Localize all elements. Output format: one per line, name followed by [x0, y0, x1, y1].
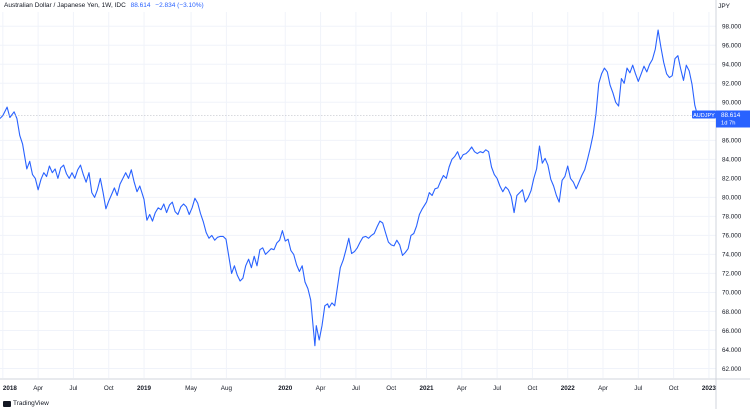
x-tick-label: Apr: [598, 385, 608, 392]
x-tick-label: Oct: [528, 385, 538, 392]
x-tick-label: Apr: [457, 385, 467, 392]
symbol-tag: [692, 110, 716, 119]
last-price: 88.614: [130, 2, 151, 9]
price-change: −2.834 (−3.10%): [155, 2, 204, 9]
y-tick-label: 82.000: [722, 176, 742, 183]
price-tag-countdown: 1d 7h: [721, 120, 736, 126]
y-tick-label: 68.000: [722, 309, 742, 316]
brand-label: TradingView: [13, 400, 49, 407]
x-tick-label: Apr: [316, 385, 326, 392]
y-tick-label: 78.000: [722, 214, 742, 221]
price-tag-value: 88.614: [721, 112, 741, 119]
y-tick-label: 86.000: [722, 138, 742, 145]
x-tick-label: 2022: [561, 385, 576, 392]
y-tick-label: 66.000: [722, 328, 742, 335]
y-tick-label: 70.000: [722, 290, 742, 297]
x-tick-label: Oct: [104, 385, 114, 392]
x-tick-label: 2019: [137, 385, 152, 392]
y-tick-label: 74.000: [722, 252, 742, 259]
x-tick-label: 2021: [419, 385, 434, 392]
x-tick-label: Jul: [69, 385, 77, 392]
y-tick-label: 94.000: [722, 62, 742, 69]
y-tick-label: 90.000: [722, 100, 742, 107]
tradingview-logo-icon: [3, 400, 11, 407]
x-tick-label: Aug: [221, 385, 233, 392]
x-tick-label: Oct: [386, 385, 396, 392]
x-tick-label: 2018: [3, 385, 18, 392]
y-tick-label: 92.000: [722, 81, 742, 88]
x-tick-label: 2023: [702, 385, 717, 392]
y-tick-label: 80.000: [722, 195, 742, 202]
y-tick-label: 62.000: [722, 366, 742, 373]
y-tick-label: 84.000: [722, 157, 742, 164]
tradingview-brand[interactable]: TradingView: [3, 400, 49, 407]
x-tick-label: 2020: [278, 385, 293, 392]
symbol-tag-label: AUDJPY: [693, 113, 715, 119]
price-tag: [716, 110, 750, 128]
y-tick-label: 98.000: [722, 24, 742, 31]
chart-header: Australian Dollar / Japanese Yen, 1W, ID…: [4, 2, 204, 9]
y-tick-label: 96.000: [722, 43, 742, 50]
x-tick-label: Oct: [669, 385, 679, 392]
x-tick-label: May: [185, 385, 198, 392]
x-tick-label: Jul: [634, 385, 642, 392]
y-tick-label: 72.000: [722, 271, 742, 278]
x-tick-label: Jul: [493, 385, 501, 392]
series-line-audjpy[interactable]: [0, 29, 699, 347]
y-tick-label: 76.000: [722, 233, 742, 240]
y-tick-label: 64.000: [722, 347, 742, 354]
symbol-title: Australian Dollar / Japanese Yen, 1W, ID…: [4, 2, 126, 9]
price-axis-unit: JPY: [718, 3, 730, 10]
x-tick-label: Jul: [352, 385, 360, 392]
x-tick-label: Apr: [33, 385, 43, 392]
